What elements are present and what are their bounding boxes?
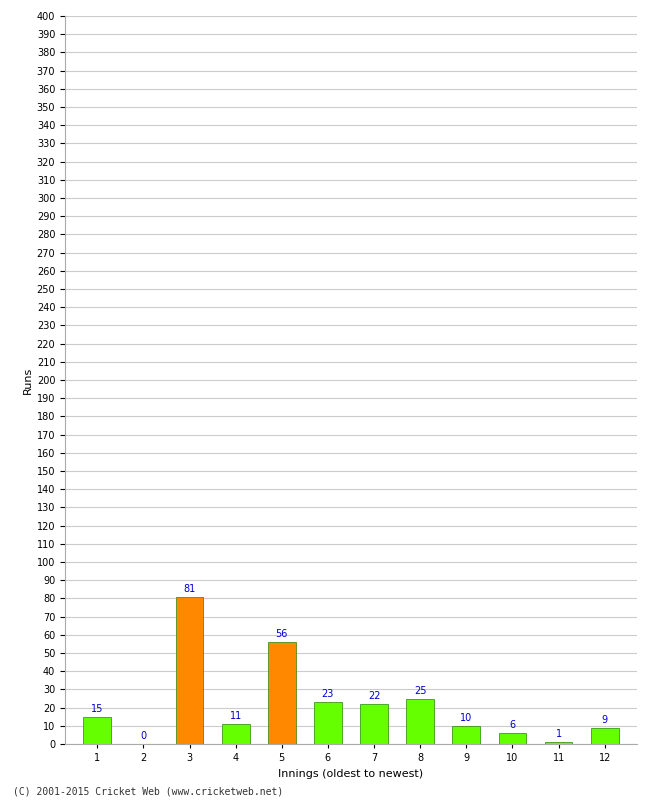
Text: 22: 22 [368, 691, 380, 702]
Text: 11: 11 [229, 711, 242, 722]
Text: 6: 6 [510, 720, 515, 730]
Bar [268, 642, 296, 744]
Text: 10: 10 [460, 713, 473, 723]
Bar [360, 704, 388, 744]
Text: 56: 56 [276, 630, 288, 639]
Text: 15: 15 [91, 704, 103, 714]
Bar [176, 597, 203, 744]
Text: 25: 25 [414, 686, 426, 696]
Bar [83, 717, 111, 744]
Text: 1: 1 [556, 730, 562, 739]
Bar [452, 726, 480, 744]
Text: 0: 0 [140, 731, 146, 742]
Text: 81: 81 [183, 584, 196, 594]
Text: 23: 23 [322, 690, 334, 699]
Bar [314, 702, 342, 744]
X-axis label: Innings (oldest to newest): Innings (oldest to newest) [278, 769, 424, 778]
Bar [591, 728, 619, 744]
Text: 9: 9 [602, 715, 608, 725]
Bar [222, 724, 250, 744]
Bar [406, 698, 434, 744]
Y-axis label: Runs: Runs [23, 366, 32, 394]
Text: (C) 2001-2015 Cricket Web (www.cricketweb.net): (C) 2001-2015 Cricket Web (www.cricketwe… [13, 786, 283, 796]
Bar [499, 733, 526, 744]
Bar [545, 742, 573, 744]
